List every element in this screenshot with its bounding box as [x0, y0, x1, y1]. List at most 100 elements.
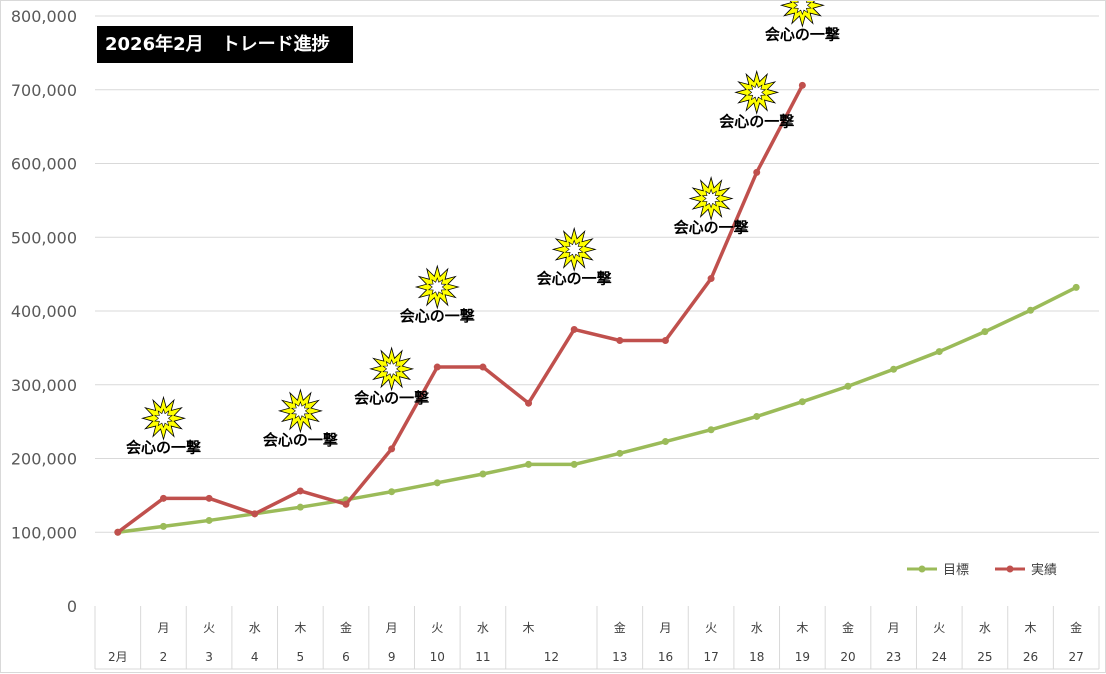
data-point — [707, 275, 715, 283]
legend-label: 目標 — [943, 563, 969, 578]
annotation-label: 会心の一撃 — [400, 307, 475, 325]
data-point — [1027, 306, 1035, 314]
day-label: 24 — [932, 650, 947, 664]
weekday-label: 金 — [614, 620, 626, 635]
weekday-label: 金 — [340, 620, 352, 635]
data-point — [479, 470, 487, 478]
weekday-label: 木 — [796, 621, 808, 635]
day-label: 2月 — [108, 650, 128, 664]
day-label: 18 — [749, 650, 764, 664]
critical-hit-annotation: 会心の一撃 — [719, 69, 794, 130]
data-point — [935, 348, 943, 356]
weekday-label: 火 — [203, 621, 215, 635]
weekday-label: 木 — [294, 621, 306, 635]
annotation-label: 会心の一撃 — [765, 25, 840, 43]
weekday-label: 月 — [386, 621, 398, 635]
day-label: 10 — [430, 650, 445, 664]
data-point — [707, 426, 715, 434]
burst-core-icon — [564, 239, 584, 260]
data-point — [433, 363, 441, 371]
burst-core-icon — [154, 408, 173, 429]
burst-core-icon — [747, 82, 767, 103]
data-point — [296, 503, 304, 511]
critical-hit-annotation: 会心の一撃 — [126, 395, 201, 456]
weekday-label: 月 — [888, 621, 900, 635]
data-point — [342, 500, 350, 508]
day-label: 6 — [342, 650, 350, 664]
day-label: 11 — [475, 650, 490, 664]
data-point — [753, 412, 761, 420]
annotation-label: 会心の一撃 — [537, 269, 612, 287]
burst-core-icon — [382, 359, 402, 379]
y-axis-ticks: 0 100,000 200,000 300,000 400,000 500,000 600,… — [11, 7, 77, 616]
day-label: 17 — [703, 650, 718, 664]
day-label: 26 — [1023, 650, 1038, 664]
weekday-label: 火 — [705, 621, 717, 635]
critical-hit-annotation: 会心の一撃 — [537, 226, 612, 287]
data-point — [661, 337, 669, 344]
critical-hit-annotation: 会心の一撃 — [400, 264, 475, 325]
chart-title: 2026年2月 トレード進捗 — [97, 26, 353, 63]
weekday-label: 木 — [523, 621, 535, 635]
data-point — [616, 449, 624, 457]
weekday-label: 火 — [431, 621, 443, 635]
legend-marker — [918, 565, 926, 573]
data-point — [205, 516, 213, 524]
weekday-label: 木 — [1025, 621, 1037, 635]
day-label: 4 — [251, 650, 259, 664]
data-point — [433, 479, 441, 487]
annotation-label: 会心の一撃 — [674, 219, 749, 237]
day-label: 5 — [297, 650, 305, 664]
data-point — [844, 382, 852, 390]
critical-hit-annotation: 会心の一撃 — [354, 346, 429, 407]
gridlines — [95, 15, 1099, 533]
y-tick-label: 200,000 — [11, 450, 77, 469]
weekday-label: 水 — [477, 621, 489, 635]
data-point — [981, 328, 989, 336]
y-tick-label: 300,000 — [11, 376, 77, 395]
data-point — [753, 168, 761, 176]
day-label: 27 — [1069, 650, 1084, 664]
category-table: 2月 月 2 火 3 水 4 木 5 金 6 月 9 火 10 水 11 木 12 金 13 月 16 火 17 水 18 木 19 金 2… — [94, 606, 1100, 670]
annotation-label: 会心の一撃 — [263, 431, 338, 449]
day-label: 3 — [205, 650, 213, 664]
critical-hit-annotation: 会心の一撃 — [674, 175, 749, 237]
data-point — [570, 325, 578, 333]
day-label: 16 — [658, 650, 673, 664]
data-point — [296, 487, 304, 495]
data-point — [159, 522, 167, 530]
data-point — [798, 398, 806, 406]
burst-core-icon — [701, 188, 721, 209]
day-label: 23 — [886, 650, 901, 664]
day-label: 13 — [612, 650, 627, 664]
day-label: 12 — [544, 650, 559, 664]
data-point — [479, 363, 487, 371]
burst-core-icon — [290, 401, 310, 421]
y-tick-label: 400,000 — [11, 302, 77, 321]
data-point — [525, 460, 533, 468]
y-tick-label: 600,000 — [11, 155, 77, 174]
y-tick-label: 100,000 — [11, 523, 77, 542]
data-point — [798, 81, 806, 89]
weekday-label: 水 — [979, 621, 991, 635]
annotation-label: 会心の一撃 — [719, 112, 794, 130]
data-point — [251, 510, 259, 518]
legend-label: 実績 — [1031, 562, 1057, 578]
data-point — [616, 337, 624, 344]
data-point — [205, 494, 213, 502]
day-label: 20 — [840, 650, 855, 664]
burst-core-icon — [427, 277, 447, 297]
y-tick-label: 700,000 — [11, 81, 77, 100]
annotation-label: 会心の一撃 — [126, 438, 201, 456]
series-lines — [114, 81, 1080, 536]
weekday-label: 水 — [751, 621, 763, 635]
data-point — [388, 488, 396, 496]
data-point — [525, 399, 533, 407]
data-point — [890, 365, 898, 373]
burst-core-icon — [792, 1, 812, 16]
y-tick-label: 0 — [67, 597, 77, 616]
weekday-label: 月 — [659, 621, 671, 635]
data-point — [159, 494, 167, 502]
